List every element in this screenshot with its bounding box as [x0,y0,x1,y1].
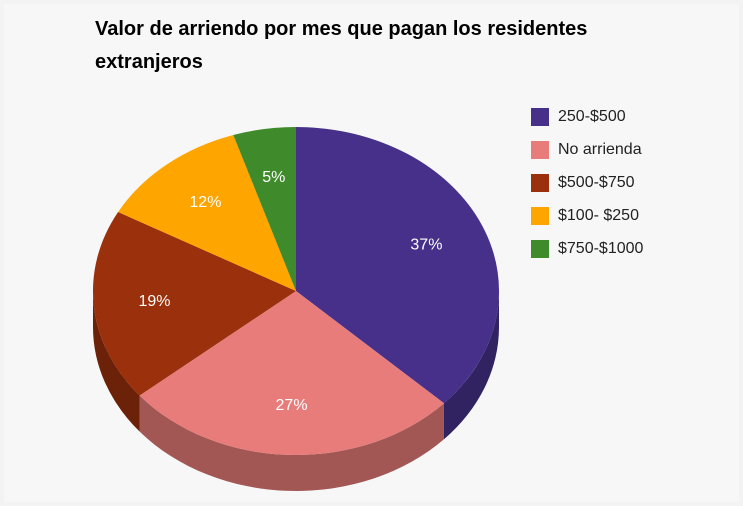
data-label: 27% [276,397,308,414]
pie-slice [139,291,444,455]
legend-swatch [531,141,549,159]
pie-side [139,395,444,491]
legend-swatch [531,174,549,192]
legend-label: $750-$1000 [558,240,644,257]
pie-side [93,291,140,432]
legend-swatch [531,108,549,126]
data-label: 19% [139,293,171,310]
pie-slice [233,127,296,291]
data-label: 5% [262,169,285,186]
title-line: extranjeros [95,51,203,73]
legend-swatch [531,207,549,225]
chart-title: Valor de arriendo por mes que pagan los … [95,18,587,73]
pie-side [443,291,499,440]
pie-slice [93,211,297,396]
title-line: Valor de arriendo por mes que pagan los … [95,18,587,40]
legend-label: No arrienda [558,141,642,158]
data-label: 37% [410,237,442,254]
legend-label: $100- $250 [558,207,639,224]
pie-slice [118,135,296,291]
legend-swatch [531,240,549,258]
legend-label: 250-$500 [558,108,626,125]
data-label: 12% [189,194,221,211]
pie-slice [296,127,499,404]
legend-label: $500-$750 [558,174,635,191]
